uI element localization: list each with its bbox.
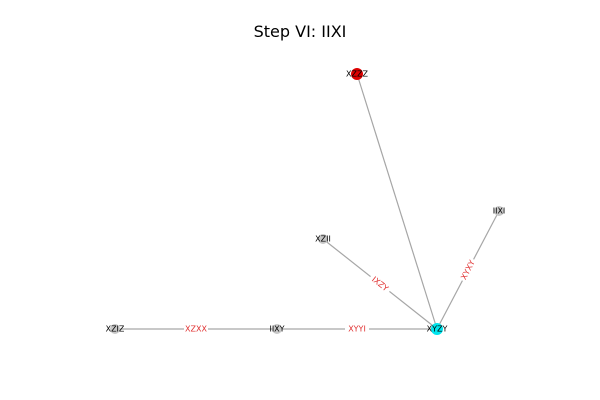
node-xziz: [110, 324, 120, 334]
node-xyzy: [431, 323, 443, 335]
edge-label-group: XYXY: [457, 257, 479, 283]
edge-label-group: IXZY: [367, 272, 393, 296]
edge-label-group: XZXX: [184, 324, 208, 334]
edge-label-group: XYYI: [345, 324, 369, 334]
node-label-iixi: IIXI: [493, 207, 506, 216]
edge-label: XYYI: [348, 325, 366, 334]
node-xzii: [318, 234, 328, 244]
edge-xzzz-xyzy: [356, 73, 438, 330]
node-label-xzzz: XZZZ: [346, 70, 368, 79]
node-label-xyzy: XYZY: [427, 325, 448, 334]
diagram-title: Step VI: IIXI: [253, 22, 347, 41]
edge-label: XZXX: [185, 325, 207, 334]
node-label-xziz: XZIZ: [106, 325, 125, 334]
edge-label: XYXY: [459, 259, 477, 282]
node-iixi: [494, 206, 504, 216]
node-xzzz: [351, 68, 363, 80]
node-iixy: [272, 324, 282, 334]
node-label-xzii: XZII: [315, 235, 331, 244]
node-label-iixy: IIXY: [269, 325, 284, 334]
